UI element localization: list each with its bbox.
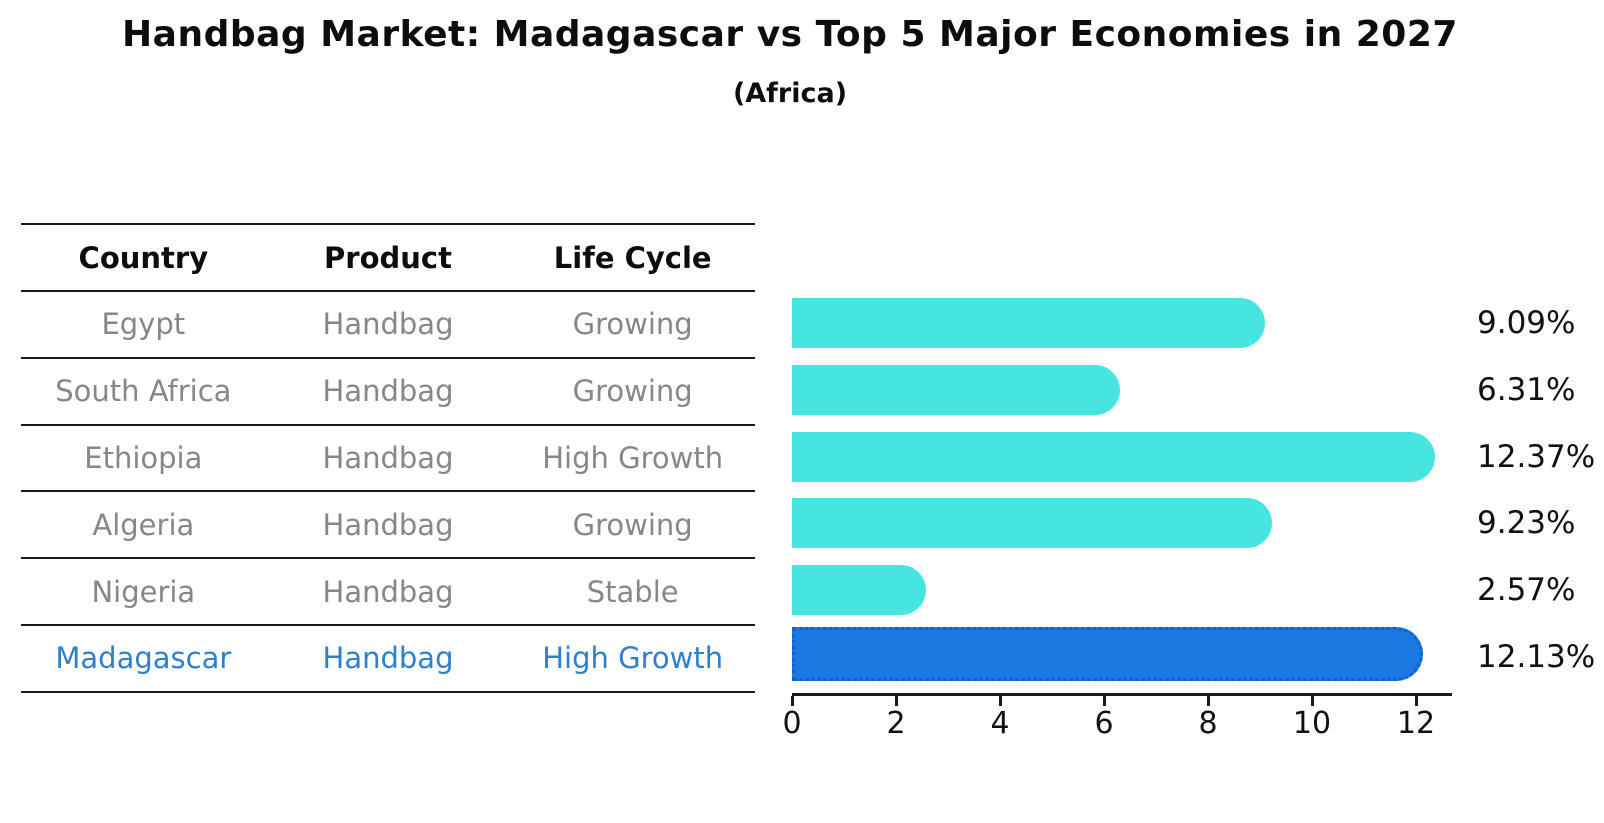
cell-product: Handbag [322, 374, 454, 409]
header-cell-product: Product [324, 240, 452, 275]
x-axis-tick [1311, 696, 1314, 706]
table-row-algeria: Algeria Handbag Growing [21, 492, 755, 560]
cell-country: Nigeria [91, 574, 196, 609]
bar-algeria [792, 498, 1272, 548]
x-axis-line [792, 693, 1452, 696]
cell-country: Egypt [101, 307, 186, 342]
table-row-south-africa: South Africa Handbag Growing [21, 359, 755, 426]
x-axis-tick-label: 4 [990, 706, 1010, 741]
x-axis-tick [1207, 696, 1210, 706]
x-axis-tick [1103, 696, 1106, 706]
x-axis-tick [999, 696, 1002, 706]
cell-product: Handbag [322, 641, 454, 676]
x-axis-tick [791, 696, 794, 706]
table-row-egypt: Egypt Handbag Growing [21, 292, 755, 359]
table-header-row: Country Product Life Cycle [21, 225, 755, 292]
x-axis-tick-label: 2 [886, 706, 906, 741]
x-axis-tick [1415, 696, 1418, 706]
bar-value-label: 6.31% [1477, 372, 1576, 408]
cell-country: South Africa [55, 374, 232, 409]
cell-lifecycle: High Growth [542, 641, 724, 676]
header-cell-lifecycle: Life Cycle [553, 240, 712, 275]
cell-product: Handbag [322, 507, 454, 542]
cell-lifecycle: Growing [572, 307, 693, 342]
page-subtitle: (Africa) [732, 78, 848, 109]
bar-south-africa [792, 365, 1120, 415]
cell-country: Madagascar [55, 641, 232, 676]
bar-value-label: 12.13% [1477, 639, 1596, 675]
cell-product: Handbag [322, 440, 454, 475]
cell-country: Algeria [92, 507, 195, 542]
cell-lifecycle: High Growth [542, 440, 724, 475]
x-axis-tick-label: 6 [1094, 706, 1114, 741]
x-axis-tick-label: 0 [782, 706, 802, 741]
x-axis-tick-label: 8 [1198, 706, 1218, 741]
bar-value-label: 12.37% [1477, 439, 1596, 475]
bar-nigeria [792, 565, 926, 615]
table-row-nigeria: Nigeria Handbag Stable [21, 559, 755, 626]
page-title: Handbag Market: Madagascar vs Top 5 Majo… [122, 14, 1458, 55]
cell-lifecycle: Growing [572, 374, 693, 409]
cell-lifecycle: Growing [572, 507, 693, 542]
x-axis-tick-label: 10 [1292, 706, 1332, 741]
comparison-table: Country Product Life Cycle Egypt Handbag… [21, 223, 755, 693]
x-axis-tick [895, 696, 898, 706]
bar-madagascar [792, 627, 1423, 681]
x-axis-tick-label: 12 [1396, 706, 1436, 741]
bar-value-label: 9.23% [1477, 505, 1576, 541]
bar-value-label: 9.09% [1477, 305, 1576, 341]
cell-product: Handbag [322, 574, 454, 609]
bar-egypt [792, 298, 1265, 348]
bar-value-label: 2.57% [1477, 572, 1576, 608]
table-row-ethiopia: Ethiopia Handbag High Growth [21, 426, 755, 493]
cell-lifecycle: Stable [586, 574, 679, 609]
bar-ethiopia [792, 432, 1435, 482]
cell-country: Ethiopia [84, 440, 203, 475]
table-row-madagascar: Madagascar Handbag High Growth [21, 626, 755, 693]
header-cell-country: Country [78, 240, 209, 275]
cell-product: Handbag [322, 307, 454, 342]
